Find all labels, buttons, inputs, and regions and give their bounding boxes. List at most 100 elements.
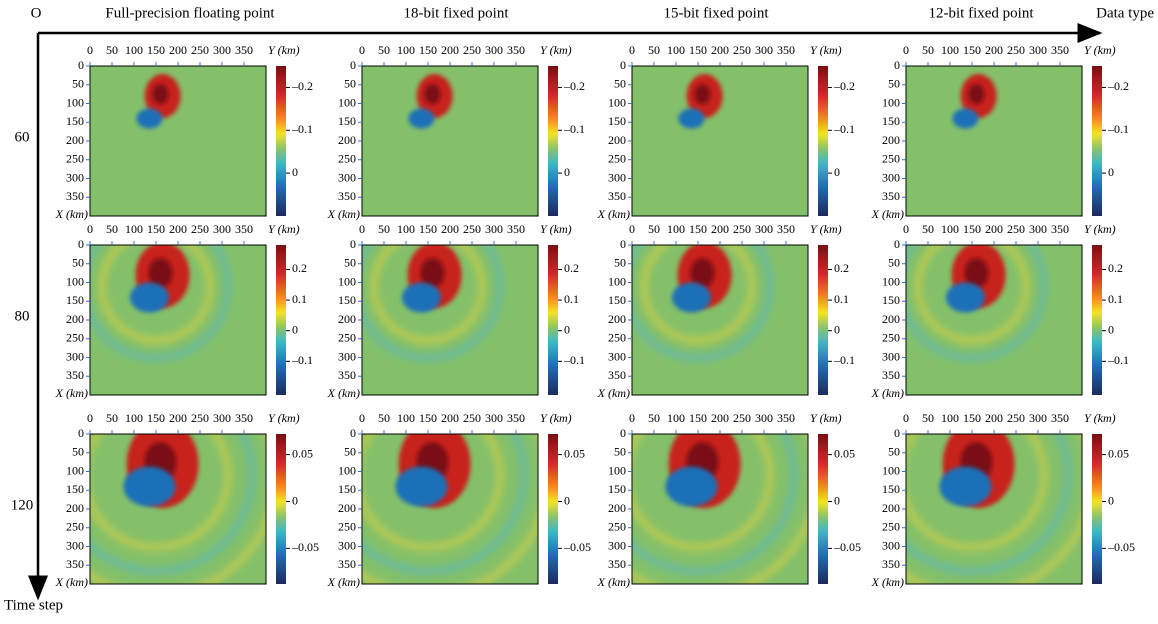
wave-ring (632, 434, 797, 575)
row-label: 60 (15, 129, 30, 145)
y-tick-label: 300 (882, 538, 900, 552)
y-tick-label: 150 (66, 293, 84, 307)
y-tick-label: 100 (882, 274, 900, 288)
x-tick-label: 0 (359, 411, 365, 425)
x-tick-label: 350 (235, 222, 253, 236)
y-tick-label: 100 (608, 463, 626, 477)
x-tick-label: 300 (1029, 411, 1047, 425)
colorbar-tick-label: –0.05 (833, 540, 861, 554)
x-tick-label: 0 (87, 43, 93, 57)
positive-core (424, 84, 441, 105)
heatmap-field (90, 245, 231, 362)
y-tick-label: 150 (608, 293, 626, 307)
y-tick-label: 250 (338, 331, 356, 345)
y-tick-label: 300 (882, 170, 900, 184)
y-tick-label: 150 (66, 114, 84, 128)
x-tick-label: 250 (191, 411, 209, 425)
y-tick-label: 300 (66, 170, 84, 184)
y-unit-label: X (km) (597, 207, 630, 221)
colorbar-tick-label: 0.2 (1108, 261, 1123, 275)
y-tick-label: 350 (338, 368, 356, 382)
colorbar (548, 245, 558, 395)
colorbar-tick-label: 0.1 (564, 292, 579, 306)
colorbar (1092, 245, 1102, 395)
column-title: 15-bit fixed point (664, 5, 770, 21)
y-tick-label: 250 (608, 331, 626, 345)
x-tick-label: 100 (125, 222, 143, 236)
colorbar-tick-label: 0.2 (292, 261, 307, 275)
colorbar-tick-label: –0.1 (563, 122, 585, 136)
x-tick-label: 0 (629, 222, 635, 236)
wave-ring (915, 245, 1029, 344)
colorbar (1092, 66, 1102, 216)
colorbar-tick-label: 0.05 (564, 446, 585, 460)
y-tick-label: 50 (72, 445, 84, 459)
x-tick-label: 150 (689, 411, 707, 425)
y-tick-label: 0 (620, 237, 626, 251)
negative-blob (671, 282, 711, 313)
colorbar (548, 66, 558, 216)
colorbar-tick-label: 0 (834, 493, 840, 507)
x-tick-label: 300 (485, 43, 503, 57)
y-tick-label: 250 (66, 152, 84, 166)
y-tick-label: 200 (608, 312, 626, 326)
colorbar-tick-label: 0 (834, 165, 840, 179)
x-tick-label: 350 (235, 411, 253, 425)
negative-blob (952, 108, 979, 129)
y-tick-label: 100 (338, 274, 356, 288)
x-unit-label: Y (km) (810, 43, 842, 57)
x-tick-label: 250 (463, 222, 481, 236)
x-tick-label: 250 (191, 43, 209, 57)
x-tick-label: 350 (507, 222, 525, 236)
y-tick-label: 300 (608, 538, 626, 552)
y-tick-label: 150 (66, 482, 84, 496)
y-tick-label: 100 (66, 274, 84, 288)
colorbar (548, 434, 558, 584)
x-tick-label: 200 (441, 411, 459, 425)
heatmap-field (362, 434, 538, 584)
wave-ring (906, 245, 1047, 362)
colorbar-tick-label: 0.1 (292, 292, 307, 306)
y-tick-label: 0 (78, 237, 84, 251)
heatmap-field (632, 245, 773, 362)
y-tick-label: 150 (338, 482, 356, 496)
x-tick-label: 150 (689, 43, 707, 57)
y-tick-label: 50 (888, 256, 900, 270)
y-tick-label: 0 (350, 426, 356, 440)
x-tick-label: 300 (1029, 222, 1047, 236)
y-tick-label: 150 (608, 482, 626, 496)
x-tick-label: 300 (485, 222, 503, 236)
x-tick-label: 350 (507, 43, 525, 57)
y-tick-label: 150 (882, 114, 900, 128)
x-tick-label: 50 (648, 411, 660, 425)
positive-core (968, 84, 985, 105)
y-axis-label: Time step (4, 597, 63, 613)
colorbar-tick-label: 0.2 (564, 261, 579, 275)
heatmap-field (906, 245, 1047, 362)
x-tick-label: 250 (1007, 43, 1025, 57)
x-tick-label: 300 (213, 43, 231, 57)
y-tick-label: 350 (338, 189, 356, 203)
wave-ring (906, 434, 1047, 551)
y-tick-label: 0 (350, 237, 356, 251)
x-tick-label: 200 (169, 43, 187, 57)
y-tick-label: 350 (66, 557, 84, 571)
x-tick-label: 100 (941, 43, 959, 57)
y-unit-label: X (km) (327, 207, 360, 221)
x-unit-label: Y (km) (540, 43, 572, 57)
y-tick-label: 0 (78, 58, 84, 72)
y-tick-label: 0 (894, 426, 900, 440)
y-tick-label: 0 (78, 426, 84, 440)
x-tick-label: 250 (463, 43, 481, 57)
x-tick-label: 0 (87, 411, 93, 425)
x-tick-label: 300 (213, 222, 231, 236)
x-tick-label: 50 (378, 43, 390, 57)
positive-core (964, 258, 989, 289)
wave-ring (632, 245, 773, 362)
colorbar (818, 66, 828, 216)
x-tick-label: 300 (1029, 43, 1047, 57)
x-tick-label: 200 (169, 222, 187, 236)
heatmap-field (632, 434, 808, 584)
x-tick-label: 150 (419, 411, 437, 425)
